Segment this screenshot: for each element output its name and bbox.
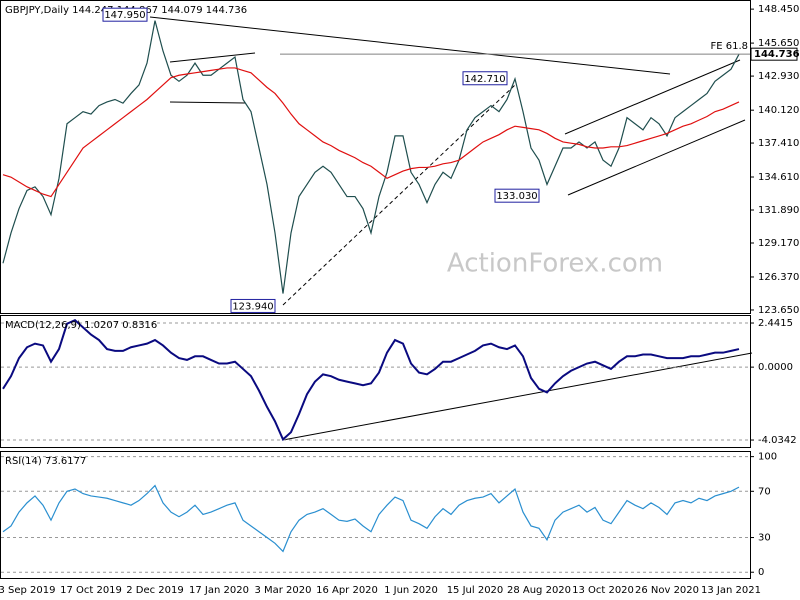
level-box [462, 71, 508, 86]
x-tick-label: 1 Jun 2020 [384, 585, 438, 596]
series-line [2, 484, 740, 553]
level-box [102, 7, 148, 22]
x-tick-label: 16 Apr 2020 [316, 585, 378, 596]
y-tick-label: 134.610 [758, 172, 799, 183]
y-tick-label: 0 [758, 567, 764, 578]
trendline [149, 16, 671, 75]
y-tick-label: 145.650 [758, 38, 799, 49]
x-tick-label: 28 Aug 2020 [507, 585, 571, 596]
x-tick-label: 3 Mar 2020 [254, 585, 311, 596]
y-tick-label: 2.4415 [758, 318, 793, 329]
level-label: 123.940 [232, 301, 273, 312]
x-tick-label: 13 Oct 2020 [572, 585, 634, 596]
x-tick-label: 2 Dec 2019 [126, 585, 184, 596]
y-tick-label: 137.410 [758, 138, 799, 149]
last-price-label: 144.736 [754, 49, 800, 60]
y-tick-label: 126.370 [758, 272, 799, 283]
x-tick-label: 26 Nov 2020 [635, 585, 699, 596]
panel-title: RSI(14) 73.6177 [5, 456, 86, 467]
trendline [564, 59, 741, 135]
trendline [169, 52, 256, 63]
level-label: 147.950 [104, 10, 145, 21]
y-tick-label: 142.930 [758, 71, 799, 82]
series-line [2, 20, 740, 294]
level-box [494, 188, 540, 203]
trendline [567, 119, 746, 196]
level-name: FE 61.8 [710, 41, 748, 52]
last-price-box [750, 47, 798, 61]
level-label: 142.710 [464, 74, 505, 85]
y-tick-label: 123.650 [758, 305, 799, 316]
macd-panel [0, 315, 751, 448]
x-tick-label: 3 Sep 2019 [0, 585, 56, 596]
level-label: 133.030 [496, 191, 537, 202]
watermark: ActionForex.com [447, 249, 663, 279]
series-line [2, 318, 740, 442]
y-tick-label: 131.890 [758, 205, 799, 216]
trendline [169, 101, 246, 104]
y-tick-label: 70 [758, 486, 771, 497]
panel-title: MACD(12,26,9) 1.0207 0.8316 [5, 320, 157, 331]
trendline [282, 84, 516, 306]
x-tick-label: 17 Jan 2020 [189, 585, 249, 596]
series-line [2, 67, 740, 198]
x-tick-label: 17 Oct 2019 [60, 585, 122, 596]
x-tick-label: 15 Jul 2020 [447, 585, 504, 596]
y-tick-label: -4.0342 [758, 435, 797, 446]
price-panel [0, 0, 751, 314]
x-tick-label: 13 Jan 2021 [701, 585, 761, 596]
y-tick-label: 100 [758, 452, 777, 463]
y-tick-label: 148.450 [758, 4, 799, 15]
y-tick-label: 140.120 [758, 105, 799, 116]
level-box [230, 298, 276, 313]
y-tick-label: 30 [758, 533, 771, 544]
rsi-panel [0, 451, 751, 579]
y-tick-label: 0.0000 [758, 362, 793, 373]
y-tick-label: 129.170 [758, 238, 799, 249]
